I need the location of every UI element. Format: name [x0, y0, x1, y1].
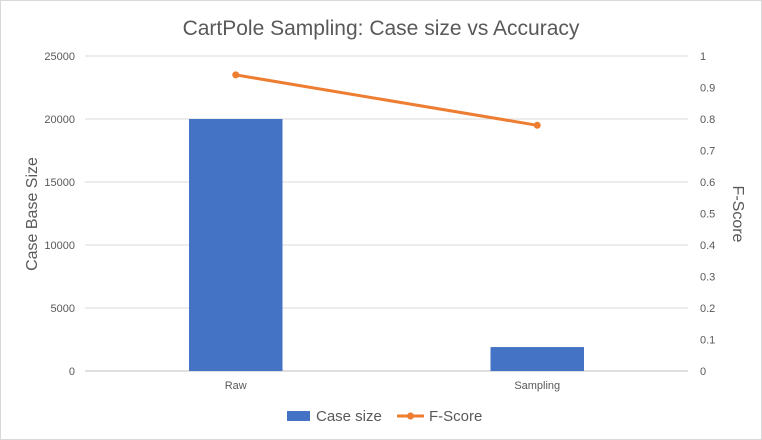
- x-tick-label: Sampling: [514, 380, 560, 392]
- legend-label-f-score: F-Score: [429, 408, 482, 425]
- line-point: [533, 121, 541, 129]
- legend: Case size F-Score: [287, 408, 482, 425]
- right-tick-label: 1: [700, 51, 706, 63]
- left-tick-label: 0: [69, 366, 75, 378]
- left-tick-label: 20000: [44, 114, 75, 126]
- right-tick-label: 0.6: [700, 177, 715, 189]
- right-tick-label: 0.3: [700, 272, 715, 284]
- left-tick-label: 5000: [51, 303, 75, 315]
- left-tick-label: 25000: [44, 51, 75, 63]
- x-axis-ticks: Raw Sampling: [225, 380, 560, 392]
- bar: [189, 119, 283, 371]
- gridlines: [85, 55, 688, 372]
- legend-marker-f-score: [407, 412, 414, 420]
- y-axis-title: Case Base Size: [24, 157, 41, 271]
- legend-label-case-size: Case size: [316, 408, 382, 425]
- right-tick-label: 0.2: [700, 303, 715, 315]
- line-point: [232, 71, 240, 79]
- right-tick-label: 0: [700, 366, 706, 378]
- right-tick-label: 0.5: [700, 209, 715, 221]
- chart-title: CartPole Sampling: Case size vs Accuracy: [183, 17, 580, 40]
- bar: [490, 347, 584, 371]
- line-series: [232, 71, 541, 129]
- right-tick-label: 0.1: [700, 335, 715, 347]
- right-tick-label: 0.7: [700, 146, 715, 158]
- bar-series: [189, 119, 584, 371]
- left-axis-ticks: 0 5000 10000 15000 20000 25000: [44, 51, 75, 378]
- legend-swatch-case-size: [287, 411, 310, 421]
- f-score-line: [235, 73, 538, 127]
- right-axis-ticks: 0 0.1 0.2 0.3 0.4 0.5 0.6 0.7 0.8 0.9 1: [700, 51, 715, 378]
- right-tick-label: 0.8: [700, 114, 715, 126]
- left-tick-label: 15000: [44, 177, 75, 189]
- right-tick-label: 0.9: [700, 83, 715, 95]
- x-tick-label: Raw: [225, 380, 247, 392]
- right-tick-label: 0.4: [700, 240, 715, 252]
- left-tick-label: 10000: [44, 240, 75, 252]
- y2-axis-title: F-Score: [729, 186, 746, 243]
